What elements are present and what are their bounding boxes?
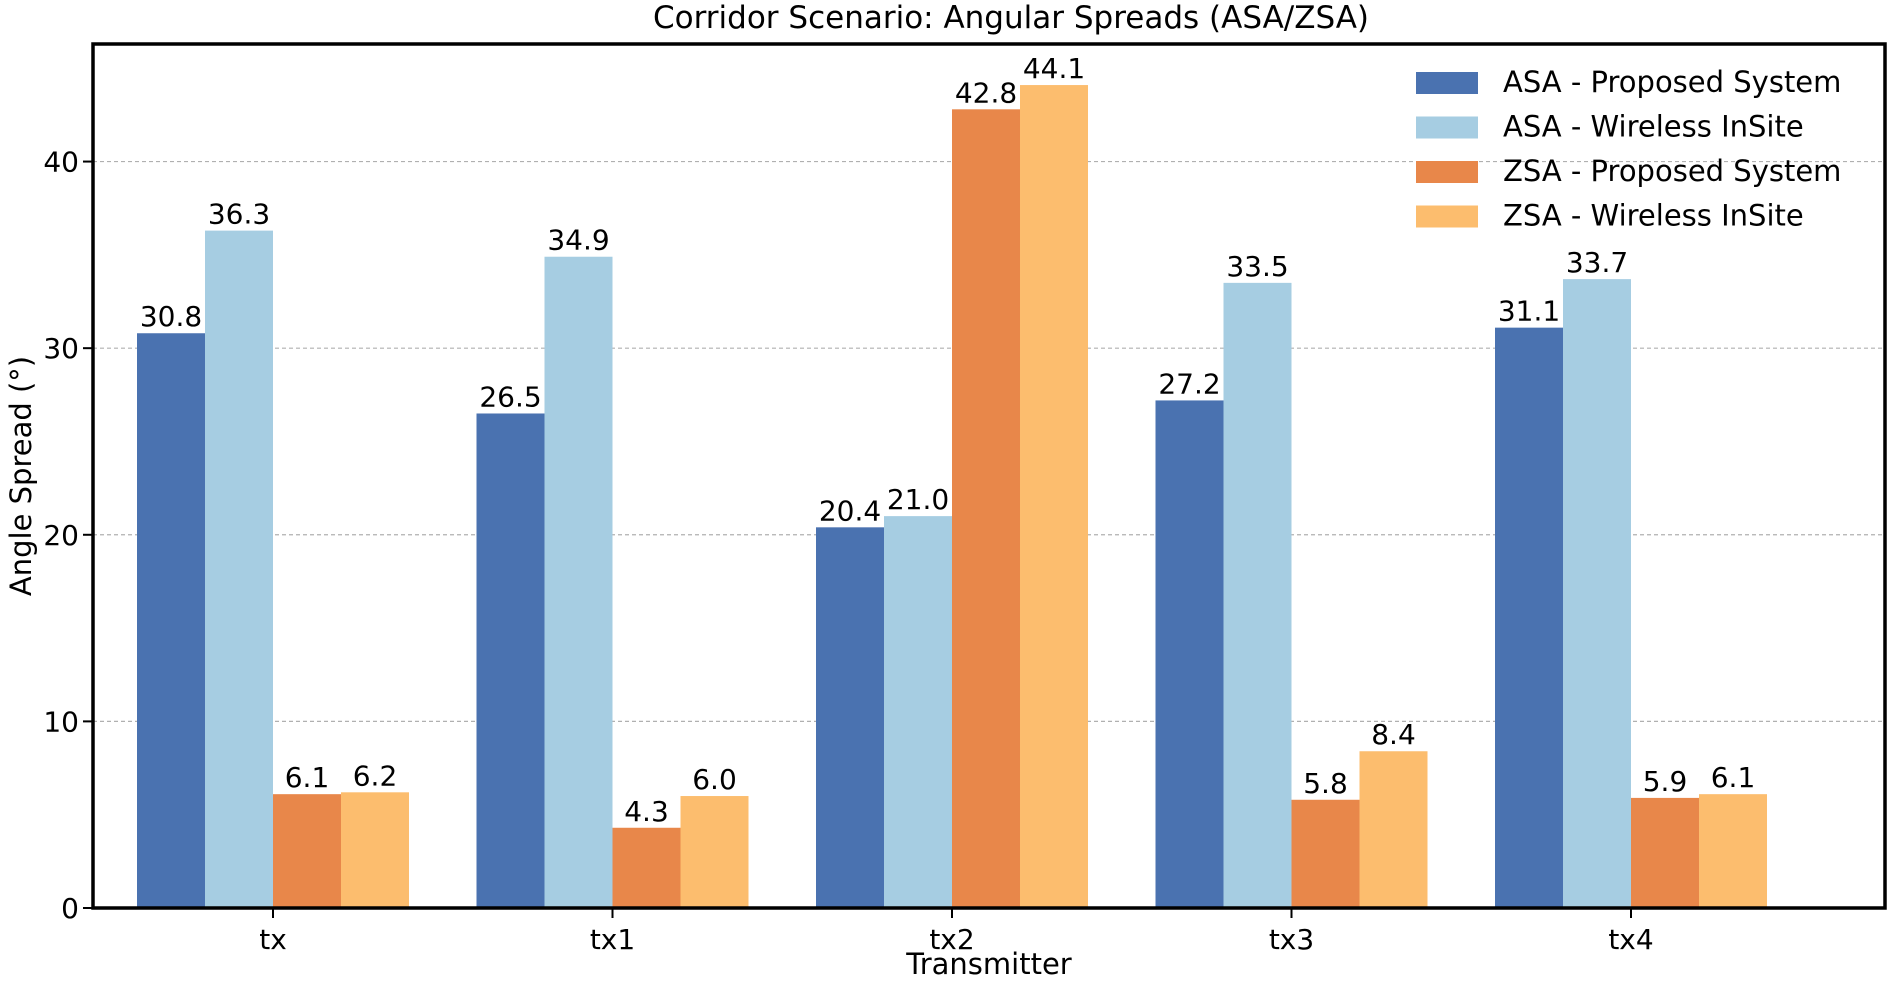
bar-value-label: 6.2 (353, 759, 398, 792)
x-tick-label-tx2: tx2 (929, 923, 974, 956)
bar-tx2-series-3 (1020, 85, 1088, 908)
bar-tx-series-0 (137, 333, 205, 909)
bar-tx1-series-3 (680, 796, 749, 908)
chart-title: Corridor Scenario: Angular Spreads (ASA/… (653, 0, 1369, 36)
bar-value-label: 5.9 (1643, 765, 1688, 798)
bar-tx4-series-0 (1495, 327, 1563, 909)
bar-tx3-series-3 (1359, 751, 1428, 908)
bar-value-label: 8.4 (1371, 718, 1416, 751)
bar-tx2-series-0 (816, 527, 884, 908)
bar-value-label: 26.5 (479, 380, 541, 413)
bar-value-label: 20.4 (819, 494, 881, 527)
plot-frame (91, 42, 1887, 910)
bar-tx2-series-1 (884, 516, 952, 908)
bar-tx4-series-3 (1699, 794, 1767, 908)
y-tick-label: 30 (43, 332, 79, 365)
x-tick-label-tx: tx (259, 923, 287, 956)
bar-tx3-series-1 (1223, 282, 1292, 908)
y-axis-ticks: 0 10 20 30 40 (43, 146, 93, 925)
bar-value-label: 30.8 (140, 300, 202, 333)
bar-tx1-series-2 (612, 827, 681, 908)
bar-tx1-series-1 (544, 256, 613, 908)
bar-tx-series-3 (341, 792, 409, 908)
legend-swatch-2 (1416, 161, 1478, 183)
x-axis-label: Transmitter (905, 947, 1072, 981)
legend-label-2: ZSA - Proposed System (1503, 154, 1841, 188)
y-tick-label: 20 (43, 519, 79, 552)
bar-tx-series-1 (205, 230, 273, 908)
legend: ASA - Proposed System ASA - Wireless InSi… (1416, 65, 1841, 233)
bar-value-label: 4.3 (624, 795, 669, 828)
y-axis-label: Angle Spread (°) (4, 356, 38, 596)
y-tick-label: 10 (43, 705, 79, 738)
bar-value-label: 31.1 (1498, 295, 1560, 328)
bar-value-label: 5.8 (1303, 767, 1348, 800)
bar-value-label: 33.7 (1566, 246, 1628, 279)
x-tick-label-tx1: tx1 (590, 923, 635, 956)
legend-swatch-0 (1416, 72, 1478, 94)
legend-label-1: ASA - Wireless InSite (1503, 110, 1804, 144)
bar-value-label: 6.1 (1711, 761, 1756, 794)
x-tick-label-tx4: tx4 (1608, 923, 1653, 956)
bar-tx4-series-1 (1563, 279, 1631, 908)
bar-tx4-series-2 (1631, 797, 1699, 908)
bar-value-label: 33.5 (1226, 250, 1288, 283)
bar-tx3-series-2 (1291, 799, 1360, 908)
x-tick-label-tx3: tx3 (1269, 923, 1314, 956)
legend-swatch-1 (1416, 116, 1478, 139)
bar-value-label: 42.8 (955, 76, 1017, 109)
bar-value-label: 36.3 (208, 198, 270, 231)
bar-tx-series-2 (273, 794, 341, 908)
bars (137, 85, 1767, 909)
bar-value-label: 34.9 (547, 224, 609, 257)
legend-label-0: ASA - Proposed System (1503, 65, 1841, 99)
bar-value-label: 27.2 (1158, 367, 1220, 400)
y-tick-label: 40 (43, 146, 79, 179)
bar-value-label: 21.0 (887, 483, 949, 516)
bar-value-label: 6.1 (285, 761, 330, 794)
y-tick-label: 0 (61, 892, 79, 925)
bar-tx2-series-2 (952, 109, 1020, 908)
bar-value-label: 6.0 (692, 763, 737, 796)
legend-label-3: ZSA - Wireless InSite (1503, 199, 1804, 233)
bar-tx1-series-0 (476, 413, 545, 908)
bar-value-label: 44.1 (1023, 52, 1085, 85)
x-axis-ticks: tx tx1 tx2 tx3 tx4 (259, 908, 1654, 956)
bar-tx3-series-0 (1155, 400, 1224, 908)
bar-labels: 30.8 36.3 6.1 6.2 26.5 34.9 4.3 6.0 20.4 21.0 42.8… (140, 52, 1755, 828)
legend-swatch-3 (1416, 205, 1478, 228)
